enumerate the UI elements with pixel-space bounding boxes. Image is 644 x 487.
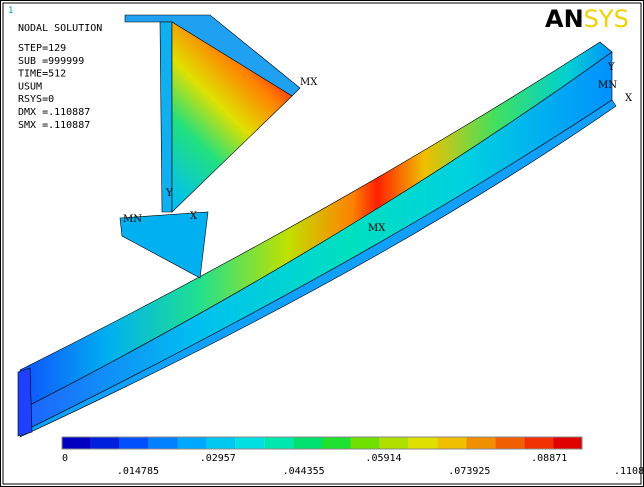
info-line: NODAL SOLUTION <box>18 23 102 34</box>
info-block: NODAL SOLUTION STEP=129 SUB =999999 TIME=51… <box>18 23 102 131</box>
legend-swatch <box>148 437 178 449</box>
legend-label: .044355 <box>283 466 325 477</box>
legend-swatch <box>264 437 294 449</box>
legend-swatch <box>553 437 582 449</box>
legend-swatch <box>408 437 438 449</box>
marker: Y <box>607 62 615 73</box>
legend-border <box>61 436 583 450</box>
legend-swatch <box>350 437 380 449</box>
inset-bottom-flange <box>119 211 209 279</box>
logo: ANSYS <box>545 5 629 33</box>
window-number: 1 <box>8 6 13 16</box>
beam-end <box>17 367 33 437</box>
info-line: STEP=129 <box>18 43 66 54</box>
legend-swatch <box>495 437 525 449</box>
marker: X <box>190 211 198 222</box>
color-legend: 0 .014785 .02957 .044355 .05914 .073925 .08871… <box>61 436 644 477</box>
logo-left: AN <box>545 5 584 33</box>
marker: MN <box>598 80 617 91</box>
legend-label: 0 <box>62 453 68 464</box>
info-line: USUM <box>18 81 42 92</box>
legend-label: .08871 <box>531 453 567 464</box>
legend-label: .05914 <box>365 453 401 464</box>
legend-swatch <box>119 437 149 449</box>
legend-swatch <box>524 437 554 449</box>
beam-bottom-flange <box>19 99 617 438</box>
legend-swatch <box>235 437 265 449</box>
legend-swatch <box>293 437 322 449</box>
legend-swatch <box>437 437 467 449</box>
legend-label: .014785 <box>117 466 159 477</box>
legend-swatch <box>177 437 207 449</box>
legend-label: .073925 <box>448 466 490 477</box>
inset-web-face <box>171 21 293 213</box>
info-line: DMX =.110887 <box>18 107 90 118</box>
info-line: TIME=512 <box>18 69 66 80</box>
legend-label: .110887 <box>614 466 644 477</box>
logo-right: SYS <box>584 5 629 33</box>
legend-swatch <box>206 437 236 449</box>
marker: MN <box>123 214 142 225</box>
info-line: SMX =.110887 <box>18 120 90 131</box>
legend-swatch <box>62 437 91 449</box>
legend-swatch <box>322 437 351 449</box>
legend-label: .02957 <box>200 453 236 464</box>
legend-swatch <box>90 437 120 449</box>
info-line: RSYS=0 <box>18 94 54 105</box>
marker: MX <box>300 77 318 88</box>
marker: MX <box>368 223 386 234</box>
marker: Y <box>165 188 173 199</box>
marker: X <box>625 93 633 104</box>
legend-swatch <box>466 437 496 449</box>
inset-web <box>159 21 173 213</box>
info-line: SUB =999999 <box>18 56 84 67</box>
legend-swatch <box>379 437 409 449</box>
